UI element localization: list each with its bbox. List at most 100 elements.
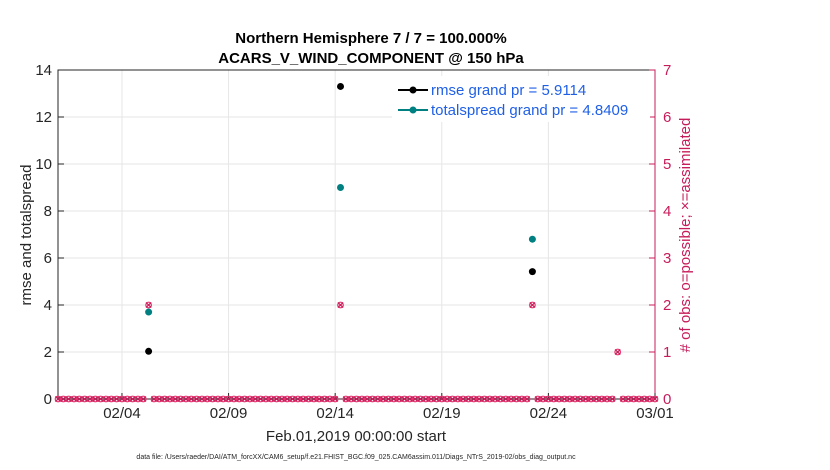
totalspread-point <box>528 235 536 243</box>
obs-assimilated-point <box>97 395 104 403</box>
obs-assimilated-point <box>118 395 125 403</box>
y-right-tick-label: 0 <box>663 391 671 408</box>
obs-assimilated-point <box>358 395 365 403</box>
obs-assimilated-point <box>156 395 163 403</box>
obs-assimilated-point <box>641 395 648 403</box>
obs-assimilated-point <box>449 395 456 403</box>
obs-possible-point <box>145 301 153 309</box>
legend-label-rmse: rmse grand pr = 5.9114 <box>431 82 586 99</box>
obs-assimilated-point <box>481 395 488 403</box>
obs-assimilated-point <box>278 395 285 403</box>
obs-assimilated-point <box>417 395 424 403</box>
y-axis-right-label: # of obs: o=possible; ×=assimilated <box>677 118 694 353</box>
obs-assimilated-point <box>102 395 109 403</box>
obs-assimilated-point <box>513 395 520 403</box>
obs-assimilated-point <box>198 395 205 403</box>
obs-assimilated-point <box>134 395 141 403</box>
y-right-tick-label: 1 <box>663 344 671 361</box>
obs-assimilated-point <box>444 395 451 403</box>
obs-assimilated-point <box>86 395 94 403</box>
obs-assimilated-point <box>502 395 509 403</box>
obs-assimilated-point <box>81 395 88 403</box>
y-left-tick-label: 14 <box>35 62 52 79</box>
obs-assimilated-point <box>369 395 376 403</box>
obs-assimilated-point <box>305 395 312 403</box>
y-axis-left-label: rmse and totalspread <box>18 165 35 306</box>
obs-assimilated-point <box>273 395 280 403</box>
x-tick-label: 02/09 <box>210 405 248 422</box>
chart-title-line-1: Northern Hemisphere 7 / 7 = 100.000% <box>235 30 506 47</box>
obs-assimilated-point <box>342 395 349 403</box>
obs-assimilated-point <box>577 395 584 403</box>
obs-assimilated-point <box>92 395 99 403</box>
obs-assimilated-point <box>70 395 78 403</box>
obs-assimilated-point <box>150 395 157 403</box>
obs-assimilated-point <box>604 395 611 403</box>
obs-assimilated-point <box>630 395 637 403</box>
obs-assimilated-point <box>598 395 605 403</box>
obs-assimilated-point <box>364 395 371 403</box>
obs-assimilated-point <box>145 301 152 309</box>
y-right-tick-label: 3 <box>663 250 671 267</box>
obs-assimilated-point <box>556 395 563 403</box>
obs-assimilated-point <box>646 395 653 403</box>
obs-assimilated-point <box>204 395 211 403</box>
obs-assimilated-point <box>396 395 403 403</box>
legend-marker-rmse <box>409 86 417 94</box>
x-tick-label: 02/24 <box>530 405 568 422</box>
obs-possible-point <box>529 301 536 309</box>
x-tick-label: 03/01 <box>636 405 674 422</box>
rmse-point <box>528 268 536 276</box>
legend: rmse grand pr = 5.9114 totalspread grand… <box>392 76 650 122</box>
obs-assimilated-point <box>209 395 216 403</box>
obs-assimilated-point <box>182 395 189 403</box>
obs-assimilated-point <box>193 395 200 403</box>
obs-assimilated-point <box>326 395 333 403</box>
obs-assimilated-point <box>540 395 547 403</box>
obs-assimilated-point <box>65 395 72 403</box>
y-left-tick-label: 4 <box>44 297 52 314</box>
y-right-tick-label: 6 <box>663 109 671 126</box>
obs-assimilated-point <box>177 395 184 403</box>
obs-assimilated-point <box>310 395 317 403</box>
obs-assimilated-point <box>545 395 552 403</box>
obs-assimilated-point <box>353 395 360 403</box>
obs-possible-point <box>337 301 344 309</box>
obs-assimilated-point <box>220 395 227 403</box>
obs-assimilated-point <box>412 395 419 403</box>
y-right-tick-label: 5 <box>663 156 671 173</box>
obs-assimilated-point <box>230 395 237 403</box>
legend-marker-totalspread <box>409 106 417 114</box>
obs-assimilated-point <box>619 395 627 403</box>
obs-assimilated-point <box>550 395 557 403</box>
obs-assimilated-point <box>428 395 435 403</box>
obs-possible-point <box>331 395 339 403</box>
x-tick-label: 02/04 <box>103 405 141 422</box>
totalspread-point <box>145 308 153 316</box>
obs-assimilated-point <box>529 301 536 309</box>
obs-assimilated-point <box>140 395 147 403</box>
y-left-tick-label: 12 <box>35 109 52 126</box>
obs-assimilated-point <box>172 395 179 403</box>
obs-assimilated-point <box>497 395 504 403</box>
obs-assimilated-point <box>572 395 579 403</box>
y-left-tick-label: 8 <box>44 203 52 220</box>
y-right-tick-label: 7 <box>663 62 671 79</box>
obs-assimilated-point <box>337 301 344 309</box>
obs-assimilated-point <box>385 395 392 403</box>
chart-title-line-2: ACARS_V_WIND_COMPONENT @ 150 hPa <box>218 50 524 67</box>
obs-assimilated-point <box>422 395 429 403</box>
obs-assimilated-point <box>374 395 381 403</box>
obs-assimilated-point <box>236 395 243 403</box>
obs-assimilated-point <box>460 395 467 403</box>
x-tick-label: 02/14 <box>316 405 354 422</box>
y-left-tick-label: 2 <box>44 344 52 361</box>
obs-assimilated-point <box>246 395 253 403</box>
obs-assimilated-point <box>54 395 62 403</box>
obs-assimilated-point <box>257 395 264 403</box>
obs-assimilated-point <box>252 395 259 403</box>
obs-assimilated-point <box>593 395 600 403</box>
obs-assimilated-point <box>614 348 621 356</box>
